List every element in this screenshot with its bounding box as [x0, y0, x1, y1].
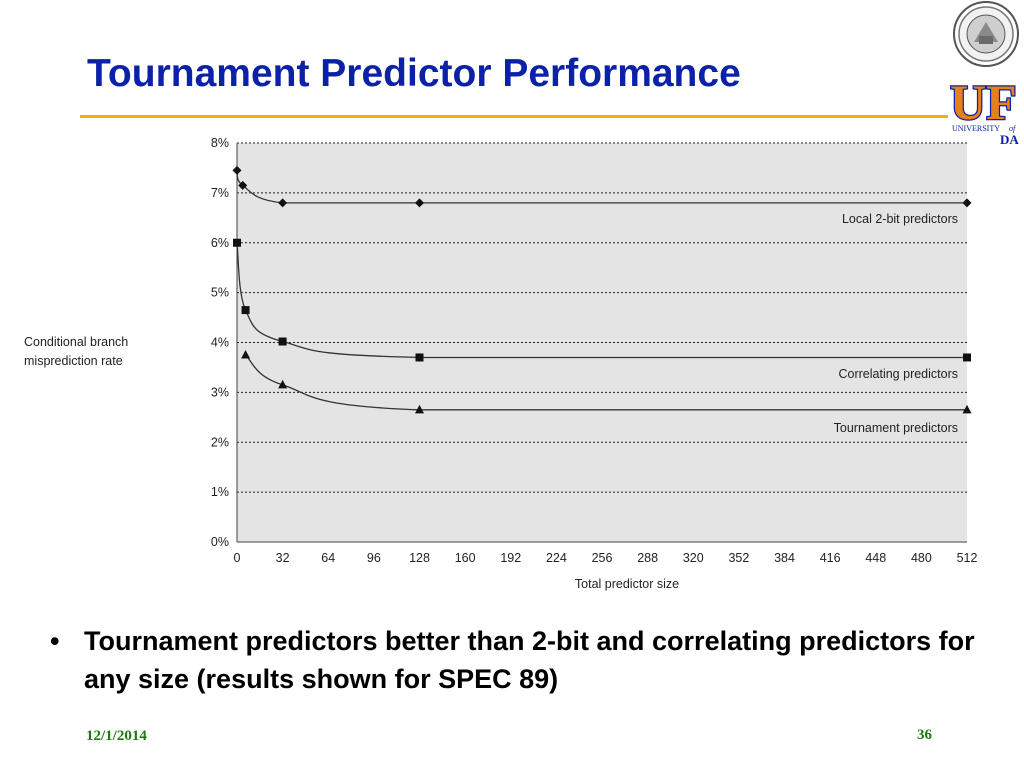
x-axis-title: Total predictor size — [575, 577, 679, 591]
triangle-marker — [241, 349, 251, 359]
y-tick-label: 3% — [211, 385, 229, 399]
footer-date: 12/1/2014 — [86, 728, 147, 744]
x-tick-label: 352 — [728, 551, 749, 565]
y-tick-label: 1% — [211, 485, 229, 499]
x-tick-label: 96 — [367, 551, 381, 565]
triangle-marker — [415, 404, 424, 414]
x-tick-label: 320 — [683, 551, 704, 565]
square-marker — [241, 306, 250, 315]
diamond-marker — [232, 165, 242, 175]
university-seal-icon — [953, 1, 1019, 67]
x-tick-label: 448 — [865, 551, 886, 565]
y-tick-labels: 0% 1% 2% 3% 4% 5% 6% 7% 8% — [211, 136, 229, 549]
bullet-text: Tournament predictors better than 2-bit … — [84, 626, 975, 694]
university-label: UNIVERSITY — [952, 124, 1000, 133]
series-label-tournament: Tournament predictors — [834, 421, 958, 435]
y-axis-title-line-2: misprediction rate — [24, 354, 123, 368]
university-of-label: of — [1009, 124, 1017, 133]
bullet-marker: • — [50, 626, 60, 656]
x-tick-label: 512 — [957, 551, 978, 565]
y-tick-label: 8% — [211, 136, 229, 150]
square-marker — [278, 337, 287, 346]
diamond-marker — [962, 198, 972, 208]
grid-lines — [237, 142, 967, 493]
state-label: DA — [1000, 132, 1019, 147]
diamond-marker — [415, 198, 424, 208]
chart: 0% 1% 2% 3% 4% 5% 6% 7% 8% 0 32 64 96 128 160 192 224 25… — [24, 136, 978, 591]
x-tick-label: 32 — [276, 551, 290, 565]
x-tick-label: 416 — [820, 551, 841, 565]
x-tick-label: 64 — [321, 551, 335, 565]
uf-letters: UF — [950, 74, 1017, 130]
y-tick-label: 0% — [211, 535, 229, 549]
diamond-marker — [238, 180, 248, 190]
slide-title: Tournament Predictor Performance — [87, 52, 741, 95]
triangle-marker — [278, 379, 288, 389]
uf-logo: UF UNIVERSITY of DA — [949, 1, 1020, 147]
y-axis-title-line-1: Conditional branch — [24, 335, 128, 349]
y-tick-label: 2% — [211, 435, 229, 449]
page-number: 36 — [917, 727, 932, 743]
x-tick-label: 256 — [592, 551, 613, 565]
x-tick-label: 224 — [546, 551, 567, 565]
triangle-marker — [962, 404, 972, 414]
x-tick-label: 128 — [409, 551, 430, 565]
bullet-point: • Tournament predictors better than 2-bi… — [50, 622, 1010, 698]
uf-wordmark: UF UNIVERSITY of DA — [949, 73, 1020, 147]
diamond-marker — [278, 198, 288, 208]
x-tick-label: 192 — [500, 551, 521, 565]
y-tick-label: 6% — [211, 236, 229, 250]
title-underline — [80, 115, 948, 118]
series-group — [232, 165, 972, 414]
square-marker — [963, 353, 971, 362]
x-tick-label: 288 — [637, 551, 658, 565]
square-marker — [233, 238, 241, 247]
x-tick-labels: 0 32 64 96 128 160 192 224 256 288 320 352 384 416 448… — [234, 551, 978, 565]
x-tick-label: 0 — [234, 551, 241, 565]
y-tick-label: 5% — [211, 286, 229, 300]
x-tick-label: 384 — [774, 551, 795, 565]
y-tick-label: 4% — [211, 336, 229, 350]
y-tick-label: 7% — [211, 186, 229, 200]
square-marker — [415, 353, 424, 362]
x-tick-label: 480 — [911, 551, 932, 565]
series-label-correlating: Correlating predictors — [839, 367, 959, 381]
series-label-local: Local 2-bit predictors — [842, 212, 958, 226]
x-tick-label: 160 — [455, 551, 476, 565]
